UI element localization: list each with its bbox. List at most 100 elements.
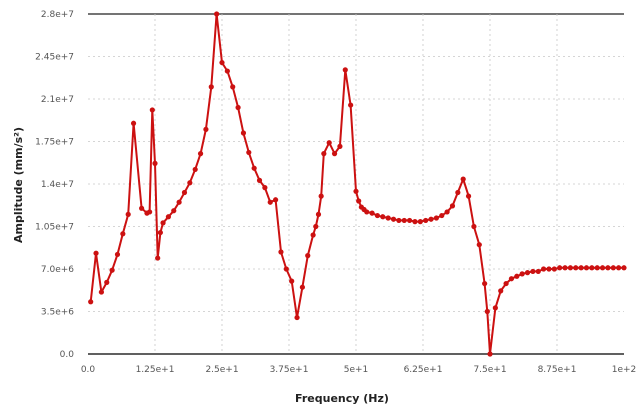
data-point — [337, 143, 343, 149]
data-point — [482, 280, 488, 287]
data-point — [476, 242, 482, 248]
data-point — [305, 253, 311, 259]
data-point — [155, 255, 161, 261]
data-point — [130, 120, 137, 126]
data-point — [455, 189, 461, 196]
data-point — [573, 265, 579, 271]
data-point — [230, 84, 236, 90]
data-point — [498, 288, 504, 294]
data-point — [203, 126, 209, 132]
x-tick-label: 0.0 — [81, 365, 96, 375]
data-point — [313, 223, 319, 230]
data-point — [187, 180, 193, 186]
data-point — [610, 265, 616, 271]
data-point — [412, 219, 418, 225]
x-tick-label: 1.25e+1 — [136, 365, 175, 375]
data-point — [439, 212, 445, 219]
y-tick-label: 1.4e+7 — [41, 180, 74, 190]
data-point — [401, 217, 407, 224]
data-point — [492, 305, 498, 311]
data-point — [283, 266, 289, 272]
data-point — [214, 11, 220, 17]
data-point — [171, 208, 177, 214]
data-point — [428, 216, 434, 222]
series-markers — [88, 11, 627, 357]
grid-lines — [88, 13, 624, 355]
data-point — [98, 289, 104, 295]
data-point — [433, 215, 439, 221]
data-point — [599, 265, 606, 271]
data-point — [364, 209, 370, 215]
y-tick-label: 2.45e+7 — [35, 53, 74, 63]
data-point — [487, 351, 493, 357]
data-point — [246, 149, 252, 156]
data-point — [356, 198, 362, 204]
data-point — [294, 314, 300, 321]
data-point — [267, 199, 273, 205]
data-point — [514, 273, 520, 279]
data-point — [273, 197, 279, 203]
data-point — [88, 299, 94, 305]
data-point — [299, 284, 305, 290]
data-point — [342, 67, 348, 73]
data-point — [93, 250, 99, 256]
data-point — [583, 265, 590, 271]
data-point — [197, 151, 204, 157]
data-point — [310, 232, 316, 238]
data-point — [176, 199, 182, 205]
x-tick-label: 8.75e+1 — [538, 365, 577, 375]
data-point — [562, 265, 568, 271]
data-point — [557, 265, 563, 271]
data-point — [160, 220, 166, 226]
data-point — [417, 219, 423, 225]
data-point — [374, 212, 381, 219]
data-point — [109, 267, 115, 273]
data-point — [471, 223, 477, 230]
data-point — [594, 265, 600, 271]
data-point — [385, 215, 391, 221]
data-point — [289, 278, 295, 284]
data-point — [125, 211, 131, 217]
data-point — [262, 185, 268, 191]
x-tick-labels: 0.0 1.25e+1 2.5e+1 3.75e+1 5e+1 6.25e+1 7.5e+1… — [81, 365, 636, 375]
data-point — [256, 177, 263, 183]
data-point — [326, 140, 332, 146]
data-point — [157, 229, 163, 236]
data-point — [235, 104, 241, 111]
data-point — [104, 279, 110, 285]
y-tick-label: 7.0e+6 — [41, 265, 74, 275]
data-point — [621, 265, 627, 271]
data-point — [423, 217, 429, 224]
x-tick-label: 7.5e+1 — [473, 365, 506, 375]
y-tick-label: 1.75e+7 — [35, 138, 74, 148]
data-point — [152, 160, 158, 166]
data-point — [147, 209, 153, 215]
data-point — [484, 308, 490, 315]
data-point — [589, 265, 595, 271]
data-point — [165, 214, 171, 220]
y-axis-title: Amplitude (mm/s²) — [12, 127, 25, 243]
x-tick-label: 1e+2 — [612, 365, 637, 375]
data-point — [348, 102, 354, 108]
y-tick-label: 2.1e+7 — [41, 95, 74, 105]
data-point — [449, 203, 456, 209]
data-point — [315, 211, 322, 217]
data-point — [616, 265, 622, 271]
data-point — [251, 165, 257, 171]
data-point — [240, 130, 247, 136]
data-point — [465, 193, 472, 199]
x-tick-label: 3.75e+1 — [270, 365, 309, 375]
x-tick-label: 5e+1 — [344, 365, 369, 375]
data-point — [390, 216, 397, 222]
y-tick-label: 0.0 — [60, 350, 75, 360]
data-point — [546, 266, 552, 272]
data-point — [353, 188, 359, 194]
data-point — [139, 205, 145, 211]
data-point — [278, 249, 284, 255]
data-point — [460, 176, 466, 182]
data-point — [192, 166, 198, 173]
data-point — [219, 59, 225, 66]
data-point — [181, 189, 188, 196]
data-point — [396, 217, 402, 224]
